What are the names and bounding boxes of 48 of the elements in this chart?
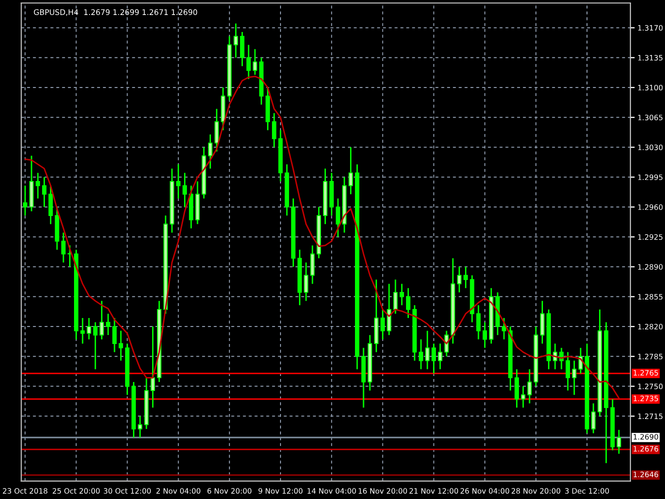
candlestick [272, 112, 276, 148]
candlestick [36, 172, 40, 200]
candlestick [48, 184, 53, 225]
candlestick [406, 287, 410, 319]
candlestick [432, 342, 436, 374]
candlestick [68, 244, 72, 268]
candlestick [182, 172, 187, 208]
candlestick [400, 283, 404, 306]
candlestick [93, 322, 98, 370]
candlestick [150, 326, 155, 408]
candlestick [336, 198, 340, 238]
candlestick [476, 304, 481, 340]
candlestick [425, 330, 430, 370]
candlestick [304, 262, 308, 302]
candlestick [527, 368, 532, 404]
candlestick [418, 338, 424, 370]
candlestick [80, 317, 85, 344]
candlestick [514, 368, 519, 408]
candlestick [540, 300, 544, 344]
candlestick [112, 317, 117, 353]
candlestick [118, 330, 124, 362]
candlestick [591, 402, 596, 434]
candlestick [310, 244, 315, 285]
candlestick [464, 266, 468, 289]
candlestick [138, 415, 142, 438]
candlestick [214, 108, 219, 152]
candlestick [100, 300, 104, 340]
candlestick [208, 134, 212, 170]
candlestick [246, 44, 251, 80]
candlestick [457, 266, 462, 294]
candlestick [482, 322, 488, 349]
candlestick [106, 313, 110, 336]
candlestick [176, 164, 181, 200]
candlestick [348, 146, 353, 195]
candlestick [61, 232, 66, 264]
candlestick [520, 386, 526, 408]
candlestick [616, 429, 622, 454]
candlestick [566, 351, 570, 392]
candlestick [42, 176, 46, 208]
candlestick [240, 31, 244, 67]
candlestick [234, 22, 238, 58]
candlestick [380, 308, 385, 340]
candlestick [22, 184, 28, 216]
candlestick [438, 342, 442, 370]
line-series [24, 76, 620, 399]
candlestick [86, 317, 92, 340]
candlestick [252, 48, 258, 76]
candlestick [572, 360, 576, 396]
